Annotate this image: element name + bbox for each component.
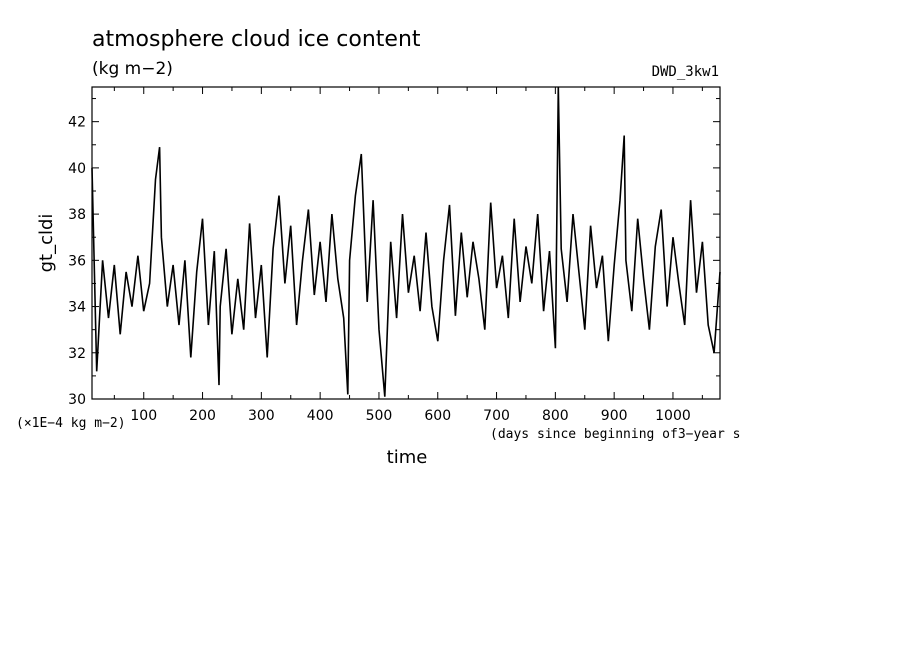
y-tick-label-36: 36	[68, 253, 86, 269]
x-tick-label-100: 100	[130, 408, 157, 424]
x-tick-label-900: 900	[601, 408, 628, 424]
x-tick-label-500: 500	[366, 408, 393, 424]
x-tick-label-300: 300	[248, 408, 275, 424]
y-tick-label-32: 32	[68, 346, 86, 362]
x-tick-label-1000: 1000	[655, 408, 691, 424]
x-tick-label-700: 700	[483, 408, 510, 424]
dataset-tag: DWD_3kw1	[652, 64, 719, 80]
chart-subtitle: (kg m−2)	[92, 59, 173, 79]
y-tick-label-38: 38	[68, 207, 86, 223]
series-layer	[91, 86, 721, 397]
y-axis-label: gt_cldi	[36, 214, 57, 273]
y-tick-label-40: 40	[68, 161, 86, 177]
y-unit-note: (×1E−4 kg m−2)	[16, 416, 126, 431]
x-tick-label-600: 600	[424, 408, 451, 424]
x-tick-label-800: 800	[542, 408, 569, 424]
y-tick-label-42: 42	[68, 115, 86, 131]
chart-title: atmosphere cloud ice content	[92, 27, 421, 52]
series-line-0	[91, 86, 721, 397]
axis-ticks: 100 200 300 400 500 600 700 800 900 1000 30 32 34 36 3…	[68, 87, 720, 424]
plot-frame	[91, 86, 721, 400]
x-axis-label: time	[387, 447, 428, 468]
y-tick-label-30: 30	[68, 392, 86, 408]
x-axis-note: (days since beginning of3−year s	[490, 427, 740, 442]
x-tick-label-400: 400	[307, 408, 334, 424]
y-tick-label-34: 34	[68, 300, 86, 316]
x-tick-label-200: 200	[189, 408, 216, 424]
